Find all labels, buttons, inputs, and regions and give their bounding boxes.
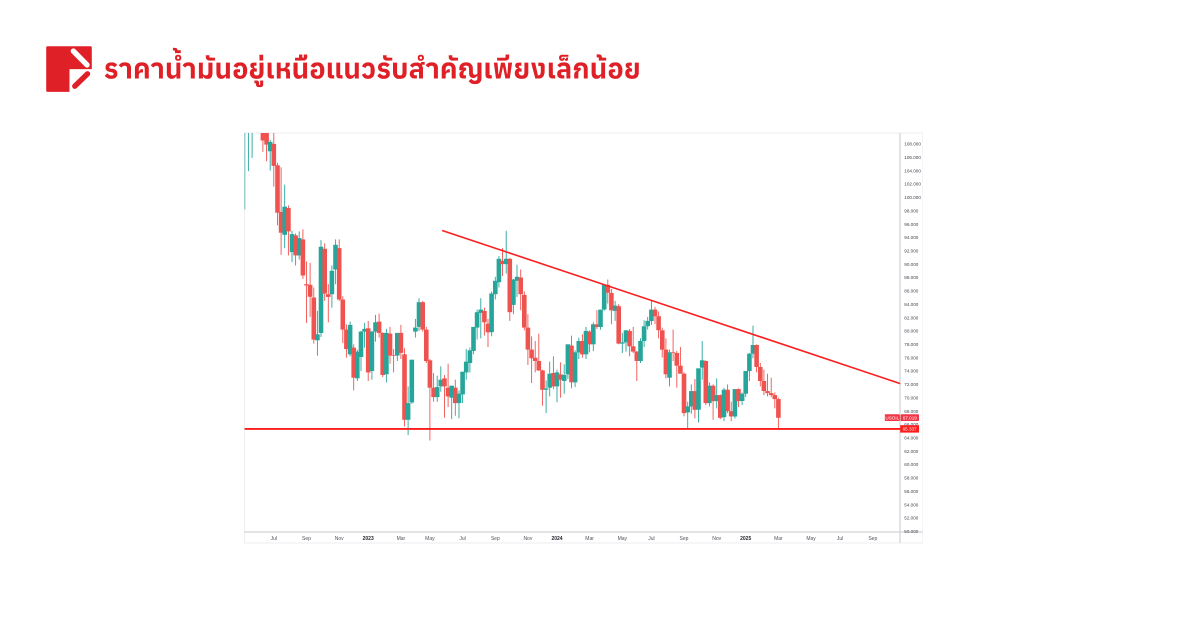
svg-text:2023: 2023 bbox=[363, 536, 374, 542]
svg-text:70.000: 70.000 bbox=[904, 395, 918, 400]
svg-text:92.000: 92.000 bbox=[904, 249, 918, 254]
svg-text:94.000: 94.000 bbox=[904, 235, 918, 240]
svg-text:50.000: 50.000 bbox=[904, 529, 918, 534]
svg-text:Sep: Sep bbox=[868, 536, 877, 542]
svg-text:64.000: 64.000 bbox=[904, 436, 918, 441]
svg-text:98.000: 98.000 bbox=[904, 208, 918, 213]
svg-text:66.000: 66.000 bbox=[904, 422, 918, 427]
svg-text:Nov: Nov bbox=[523, 536, 532, 542]
svg-text:65.337: 65.337 bbox=[903, 427, 917, 432]
svg-text:Nov: Nov bbox=[712, 536, 721, 542]
svg-text:May: May bbox=[618, 536, 628, 542]
svg-text:104.000: 104.000 bbox=[904, 168, 921, 173]
svg-text:May: May bbox=[425, 536, 435, 542]
svg-text:86.000: 86.000 bbox=[904, 289, 918, 294]
svg-text:54.000: 54.000 bbox=[904, 502, 918, 507]
svg-text:82.000: 82.000 bbox=[904, 315, 918, 320]
svg-text:72.000: 72.000 bbox=[904, 382, 918, 387]
svg-text:60.000: 60.000 bbox=[904, 462, 918, 467]
svg-text:Mar: Mar bbox=[585, 536, 594, 542]
svg-text:May: May bbox=[806, 536, 816, 542]
svg-text:78.000: 78.000 bbox=[904, 342, 918, 347]
svg-text:Mar: Mar bbox=[397, 536, 406, 542]
svg-text:Sep: Sep bbox=[491, 536, 500, 542]
svg-text:Sep: Sep bbox=[302, 536, 311, 542]
svg-text:2025: 2025 bbox=[740, 536, 751, 542]
svg-text:76.000: 76.000 bbox=[904, 355, 918, 360]
svg-text:90.000: 90.000 bbox=[904, 262, 918, 267]
svg-text:88.000: 88.000 bbox=[904, 275, 918, 280]
svg-text:Jul: Jul bbox=[459, 536, 465, 542]
svg-text:80.000: 80.000 bbox=[904, 329, 918, 334]
svg-text:102.000: 102.000 bbox=[904, 182, 921, 187]
svg-text:2024: 2024 bbox=[551, 536, 562, 542]
svg-text:52.000: 52.000 bbox=[904, 516, 918, 521]
svg-text:100.000: 100.000 bbox=[904, 195, 921, 200]
svg-text:Jul: Jul bbox=[271, 536, 277, 542]
svg-text:67.019: 67.019 bbox=[903, 415, 917, 420]
svg-text:84.000: 84.000 bbox=[904, 302, 918, 307]
svg-text:58.000: 58.000 bbox=[904, 476, 918, 481]
svg-text:Sep: Sep bbox=[680, 536, 689, 542]
svg-text:96.000: 96.000 bbox=[904, 222, 918, 227]
svg-text:USOIL: USOIL bbox=[885, 415, 899, 420]
svg-text:Jul: Jul bbox=[837, 536, 843, 542]
svg-text:74.000: 74.000 bbox=[904, 369, 918, 374]
svg-text:Jul: Jul bbox=[648, 536, 654, 542]
svg-text:Mar: Mar bbox=[774, 536, 783, 542]
svg-text:56.000: 56.000 bbox=[904, 489, 918, 494]
svg-text:108.000: 108.000 bbox=[904, 142, 921, 147]
svg-text:Nov: Nov bbox=[335, 536, 344, 542]
svg-text:106.000: 106.000 bbox=[904, 155, 921, 160]
svg-text:68.000: 68.000 bbox=[904, 409, 918, 414]
svg-text:62.000: 62.000 bbox=[904, 449, 918, 454]
